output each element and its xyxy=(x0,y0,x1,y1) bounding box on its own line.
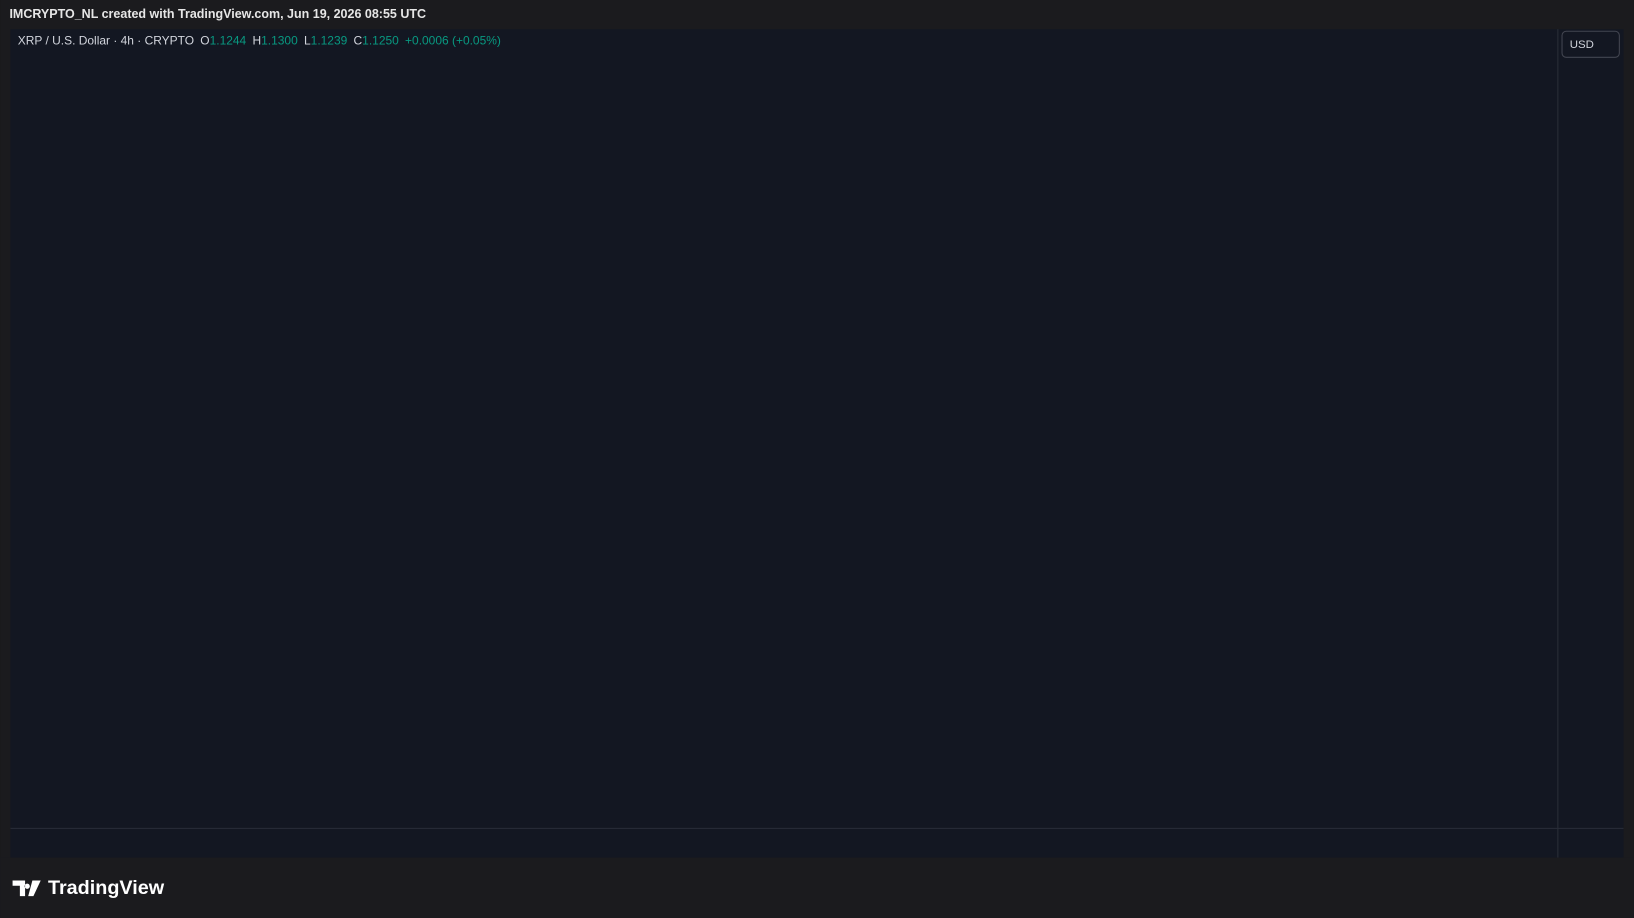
ohlc-label: C xyxy=(354,34,363,48)
footer xyxy=(0,857,1634,918)
currency-label[interactable]: USD xyxy=(1570,39,1594,51)
ohlc-value: 1.1244 xyxy=(210,34,247,48)
change: +0.0006 (+0.05%) xyxy=(405,34,501,48)
ohlc-label: L xyxy=(304,34,311,48)
ohlc-value: 1.1239 xyxy=(311,34,348,48)
chart-panel xyxy=(10,29,1624,858)
legend: XRP / U.S. Dollar · 4h · CRYPTO O1.1244 H1… xyxy=(18,34,501,48)
brand-logo xyxy=(12,880,41,897)
ohlc-label: H xyxy=(252,34,261,48)
ohlc-value: 1.1300 xyxy=(261,34,298,48)
ohlc-label: O xyxy=(200,34,209,48)
symbol: XRP / U.S. Dollar · 4h · CRYPTO xyxy=(18,34,194,48)
top-bar-text: IMCRYPTO_NL created with TradingView.com… xyxy=(9,7,426,21)
brand-name: TradingView xyxy=(48,877,165,899)
currency-button[interactable] xyxy=(1561,30,1620,58)
ohlc-value: 1.1250 xyxy=(362,34,399,48)
